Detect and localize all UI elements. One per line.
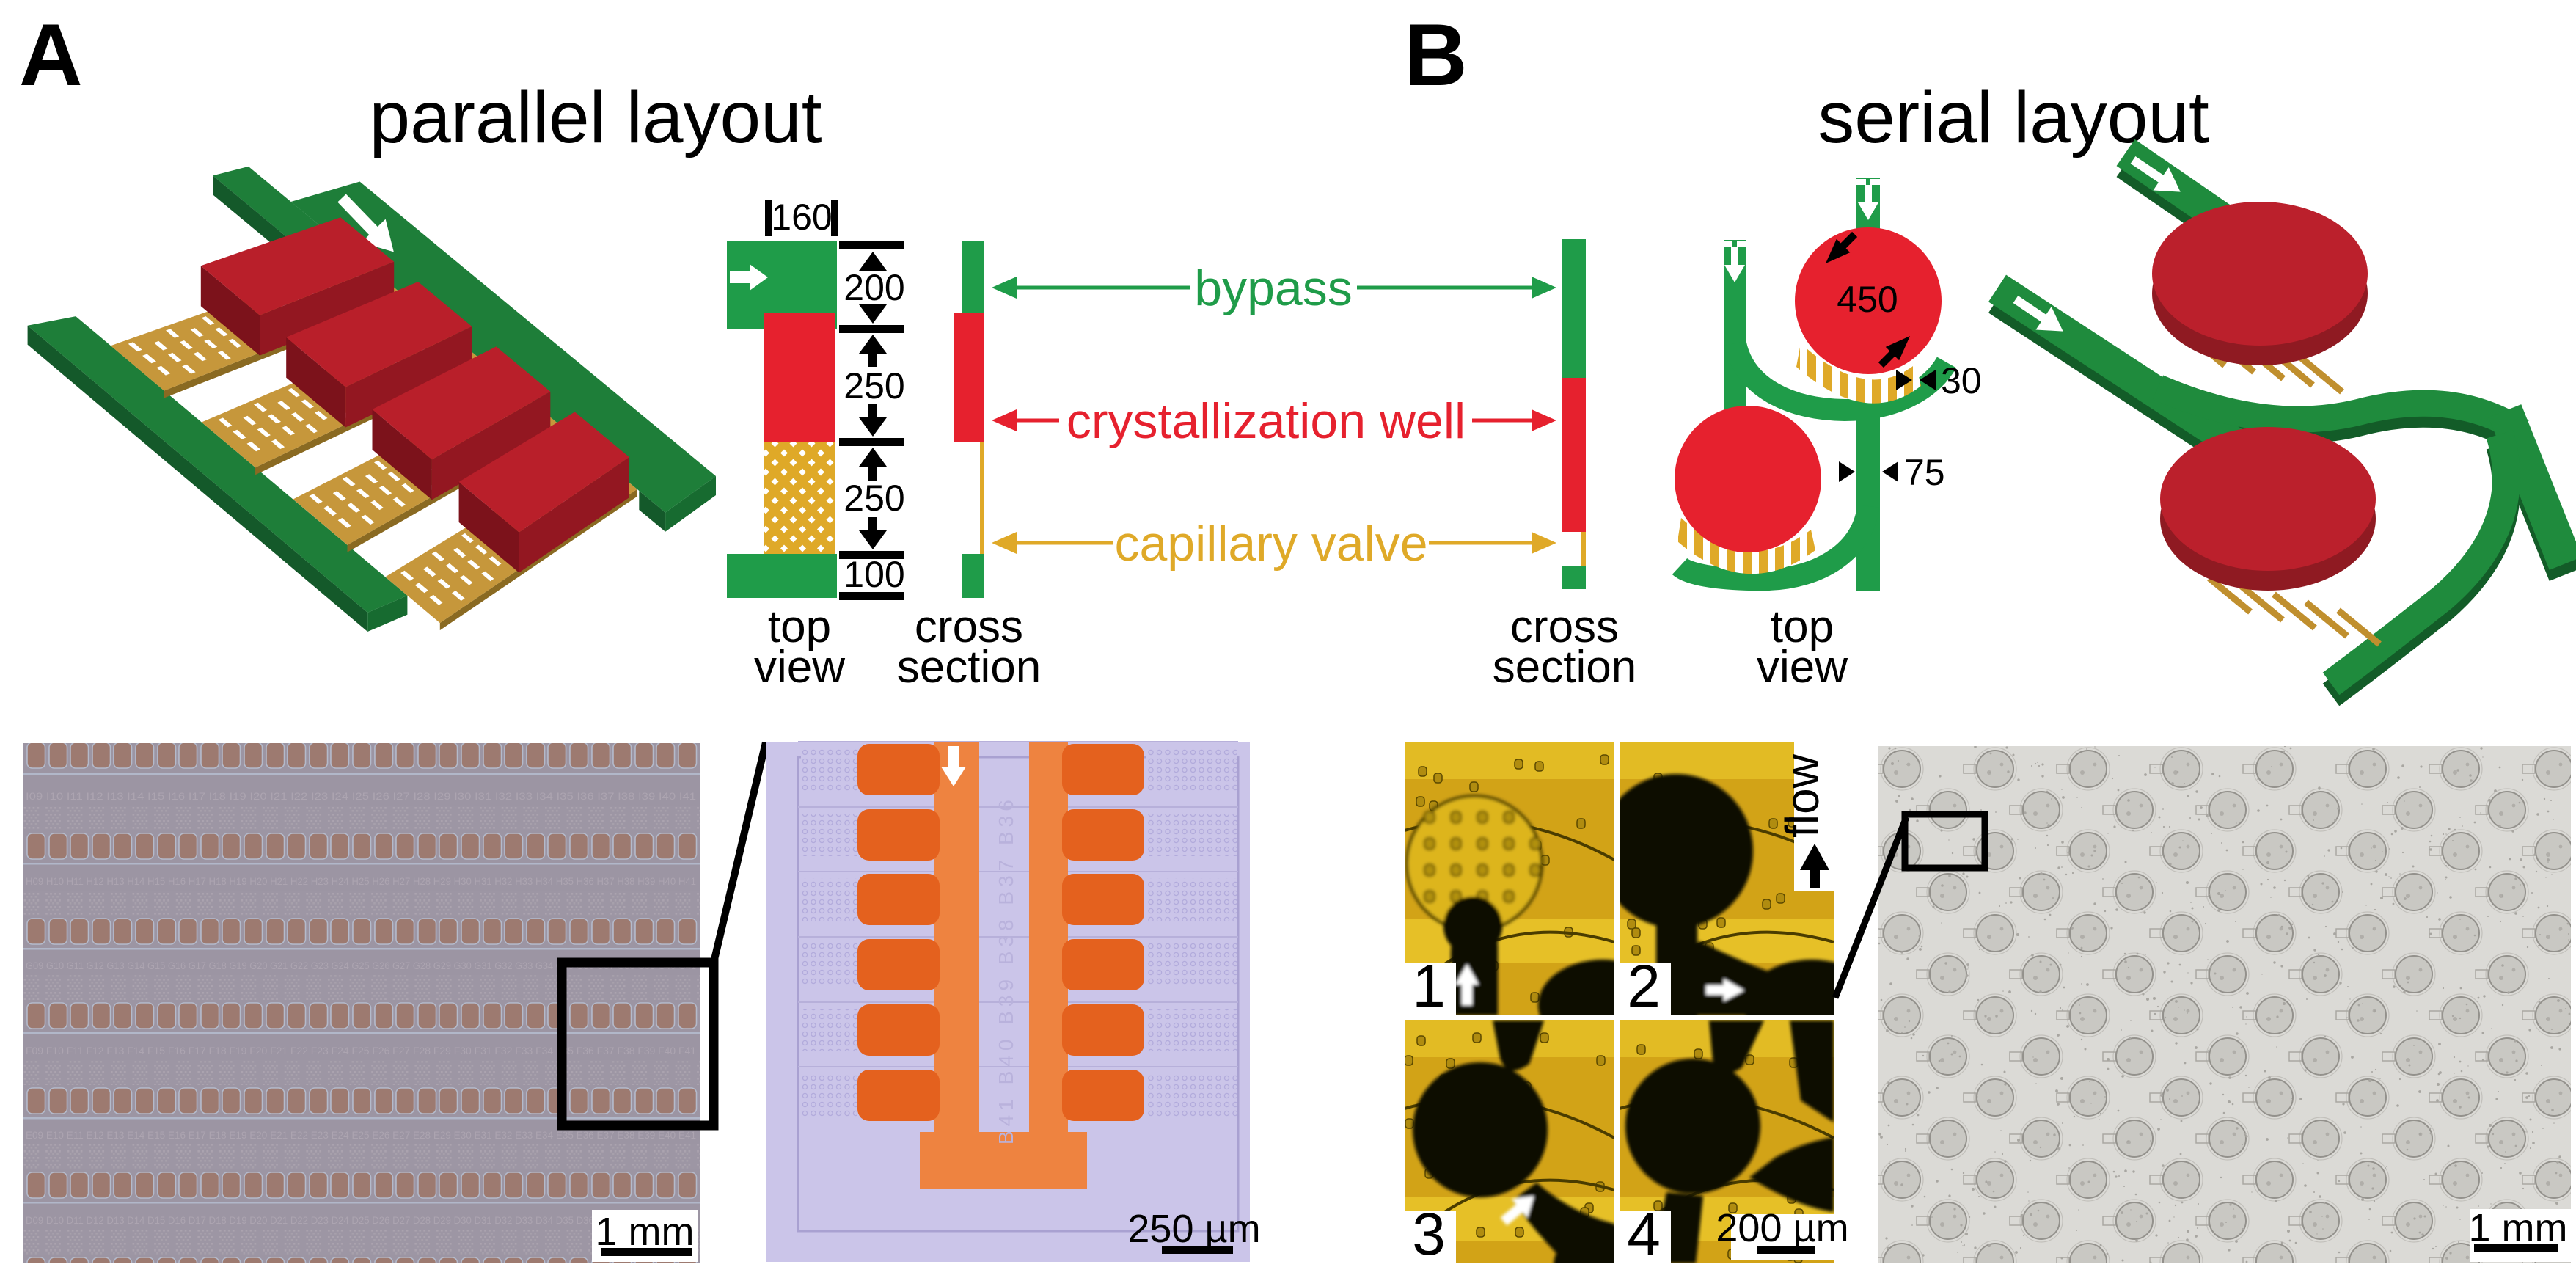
svg-text:H09 H10 H11 H12 H13 H14: H09 H10 H11 H12 H13 H14 H15 H16 H17 H18 … [26, 876, 696, 887]
svg-text:450: 450 [1837, 279, 1898, 320]
svg-text:G09 G10 G11 G12 G13 G14: G09 G10 G11 G12 G13 G14 G15 G16 G17 G18 … [26, 960, 696, 971]
svg-text:75: 75 [1904, 452, 1945, 493]
svg-text:3: 3 [1412, 1201, 1446, 1267]
svg-text:section: section [1493, 642, 1636, 693]
svg-text:view: view [754, 642, 845, 693]
svg-text:1: 1 [1412, 953, 1446, 1020]
svg-text:cross: cross [1510, 602, 1619, 652]
svg-text:1 mm: 1 mm [2469, 1206, 2568, 1250]
svg-text:F09 F10 F11 F12 F13 F14: F09 F10 F11 F12 F13 F14 F15 F16 F17 F18 … [26, 1045, 696, 1056]
svg-text:B: B [1404, 6, 1468, 104]
svg-text:B41 B40 B39 B38 B37 B36: B41 B40 B39 B38 B37 B36 [995, 795, 1017, 1144]
svg-text:cross: cross [915, 602, 1023, 652]
svg-text:160: 160 [771, 197, 832, 238]
svg-text:flow: flow [1776, 753, 1829, 838]
svg-text:top: top [1771, 602, 1834, 652]
svg-text:view: view [1757, 642, 1848, 693]
svg-text:serial layout: serial layout [1818, 76, 2209, 158]
svg-text:capillary valve: capillary valve [1114, 516, 1427, 572]
svg-text:top: top [768, 602, 831, 652]
svg-text:I09 I10 I11 I12 I13 I14: I09 I10 I11 I12 I13 I14 I15 I16 I17 I18 … [26, 791, 696, 802]
svg-text:250: 250 [844, 365, 904, 406]
svg-text:parallel layout: parallel layout [369, 76, 822, 158]
svg-text:100: 100 [844, 554, 904, 595]
svg-text:crystallization well: crystallization well [1066, 393, 1466, 449]
svg-text:1 mm: 1 mm [596, 1210, 695, 1254]
svg-text:bypass: bypass [1194, 260, 1352, 316]
svg-text:section: section [897, 642, 1041, 693]
svg-text:200 µm: 200 µm [1716, 1206, 1848, 1250]
svg-text:4: 4 [1627, 1201, 1661, 1267]
svg-text:A: A [19, 6, 83, 104]
svg-text:E09 E10 E11 E12 E13 E14: E09 E10 E11 E12 E13 E14 E15 E16 E17 E18 … [26, 1130, 696, 1141]
svg-text:200: 200 [844, 267, 904, 308]
svg-text:250: 250 [844, 478, 904, 519]
svg-text:D09 D10 D11 D12 D13 D14: D09 D10 D11 D12 D13 D14 D15 D16 D17 D18 … [26, 1215, 696, 1226]
svg-text:2: 2 [1627, 953, 1661, 1020]
svg-text:30: 30 [1941, 360, 1982, 401]
svg-text:250 µm: 250 µm [1127, 1207, 1260, 1251]
